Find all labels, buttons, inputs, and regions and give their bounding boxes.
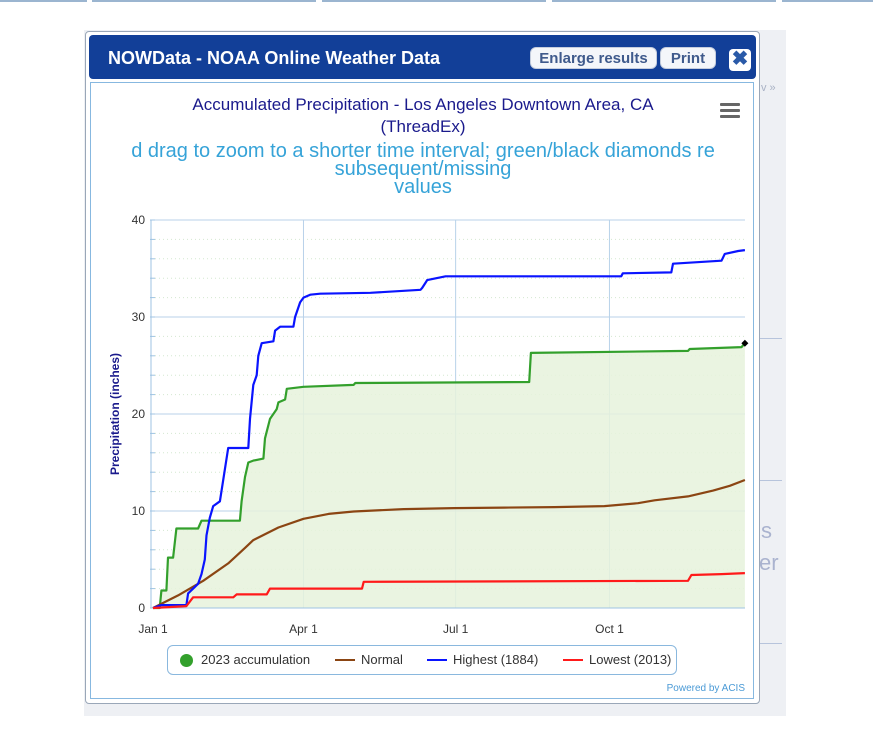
chart-subtitle-line: subsequent/missing [335,158,512,180]
dialog-titlebar[interactable]: NOWData - NOAA Online Weather Data Enlar… [89,35,756,79]
y-tick-label: 40 [132,213,146,227]
series-highest-1884-line [152,249,746,610]
legend-marker-2023 [180,654,193,667]
enlarge-results-button[interactable]: Enlarge results [530,47,657,69]
chart-subtitle-line: values [394,176,452,198]
y-tick-label: 20 [132,407,146,421]
top-rule [552,0,776,2]
y-tick-label: 0 [138,601,145,615]
chart-title: Accumulated Precipitation - Los Angeles … [192,95,654,114]
series-2023-accumulation-area [153,343,745,608]
results-panel: 0 10 20 30 40 Jan 1 Apr 1 Jul 1 Oct 1 Precipitati… [90,82,754,699]
y-tick-label: 30 [132,310,146,324]
legend-item-lowest[interactable]: Lowest (2013) [563,646,671,674]
legend-item-normal[interactable]: Normal [335,646,403,674]
axis-layer [150,219,745,609]
background-link-fragment: v » [761,82,776,94]
legend-marker-highest [427,659,447,661]
top-rule [0,0,87,2]
powered-by-acis-link[interactable]: Powered by ACIS [666,683,745,694]
series-lowest-2013-line [152,572,745,610]
background-divider [760,338,782,339]
legend-label: Normal [361,652,403,667]
y-axis-title: Precipitation (inches) [108,353,122,475]
background-divider [760,480,782,481]
dialog-title: NOWData - NOAA Online Weather Data [108,48,441,68]
legend-item-highest[interactable]: Highest (1884) [427,646,538,674]
top-rule [322,0,546,2]
x-tick-label: Apr 1 [289,622,318,636]
legend-item-2023-accumulation[interactable]: 2023 accumulation [180,646,310,674]
background-text-fragment: s [761,518,772,543]
text-layer: 0 10 20 30 40 Jan 1 Apr 1 Jul 1 Oct 1 Precipitati… [108,95,715,636]
fill-layer [153,343,745,608]
chart-title-line2: (ThreadEx) [380,117,465,136]
chart-legend: 2023 accumulation Normal Highest (1884) … [167,645,677,675]
series-2023-accumulation-line [153,342,746,610]
legend-marker-normal [335,659,355,661]
legend-label: Highest (1884) [453,652,539,667]
legend-label: 2023 accumulation [201,652,311,667]
x-tick-label: Jan 1 [138,622,168,636]
chart-subtitle-line: d drag to zoom to a shorter time interva… [131,140,715,162]
y-tick-label: 10 [132,504,146,518]
series-normal-line [152,478,746,609]
background-divider [760,643,782,644]
top-rule [782,0,873,2]
end-diamond-marker [741,339,749,347]
legend-label: Lowest (2013) [589,652,672,667]
print-button[interactable]: Print [660,47,716,69]
series-layer [152,249,749,610]
x-tick-label: Jul 1 [443,622,469,636]
background-text-fragment: er [759,550,779,575]
legend-marker-lowest [563,659,583,661]
precipitation-chart[interactable]: 0 10 20 30 40 Jan 1 Apr 1 Jul 1 Oct 1 Precipitati… [91,83,753,698]
x-tick-label: Oct 1 [595,622,624,636]
nowdata-dialog: NOWData - NOAA Online Weather Data Enlar… [85,31,760,704]
top-rule [92,0,316,2]
chart-menu-icon[interactable] [720,103,740,119]
close-icon[interactable]: ✖ [729,49,751,71]
